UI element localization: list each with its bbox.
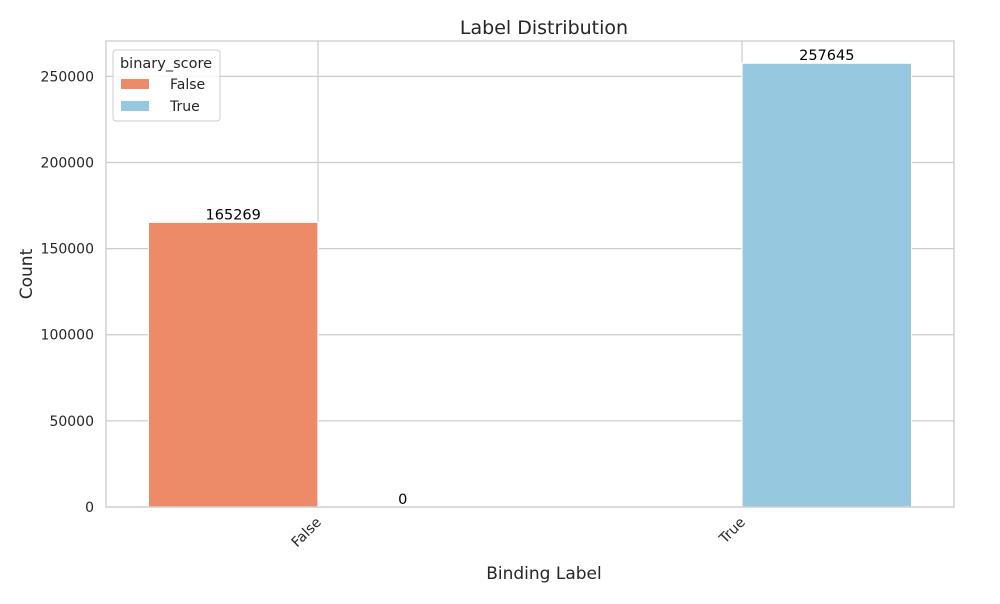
y-tick-label: 150000 <box>41 242 94 258</box>
legend-label-true: True <box>169 99 200 115</box>
y-tick-label: 250000 <box>41 69 94 85</box>
data-label: 0 <box>398 492 407 508</box>
legend-swatch-true <box>121 101 149 111</box>
data-labels: 165269 0 257645 <box>206 48 855 508</box>
y-tick-labels: 0 50000 100000 150000 200000 250000 <box>41 69 94 516</box>
y-tick-label: 50000 <box>49 414 94 430</box>
y-tick-label: 100000 <box>41 328 94 344</box>
legend-title: binary_score <box>120 56 212 72</box>
y-tick-label: 200000 <box>41 155 94 171</box>
legend: binary_score False True <box>112 49 221 122</box>
bar-false-false <box>147 221 319 508</box>
legend-swatch-false <box>121 79 149 89</box>
legend-label-false: False <box>170 77 205 93</box>
x-axis-label: Binding Label <box>486 564 602 584</box>
data-label: 257645 <box>799 48 854 64</box>
chart-title: Label Distribution <box>460 17 628 39</box>
y-tick-label: 0 <box>85 500 94 516</box>
data-label: 165269 <box>206 207 261 223</box>
bars <box>147 62 913 508</box>
bar-true-true <box>741 62 913 508</box>
plot-frame <box>105 40 955 508</box>
y-axis-label: Count <box>17 248 37 299</box>
